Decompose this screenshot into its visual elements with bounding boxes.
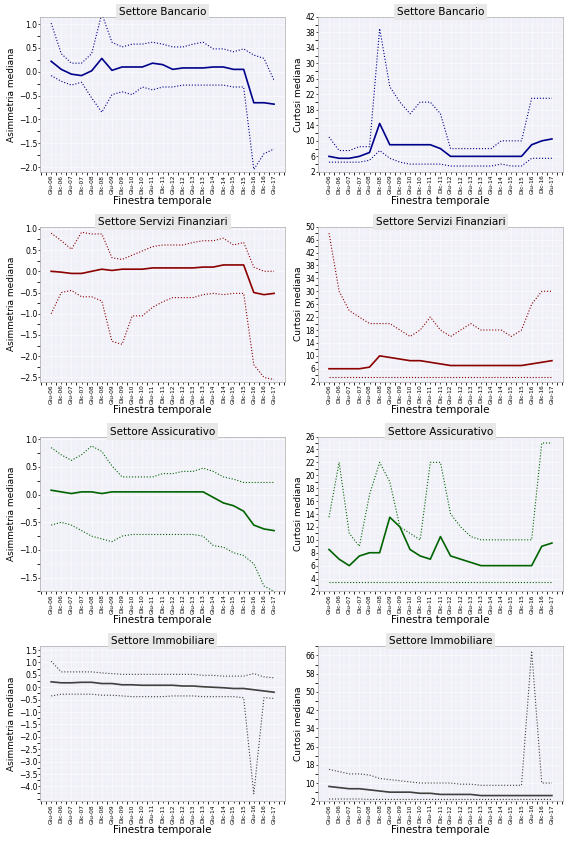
- X-axis label: Finestra temporale: Finestra temporale: [113, 616, 212, 626]
- X-axis label: Finestra temporale: Finestra temporale: [391, 825, 490, 835]
- Title: Settore Immobiliare: Settore Immobiliare: [111, 637, 214, 647]
- Y-axis label: Asimmetria mediana: Asimmetria mediana: [7, 257, 16, 351]
- X-axis label: Finestra temporale: Finestra temporale: [113, 195, 212, 205]
- Title: Settore Assicurativo: Settore Assicurativo: [388, 427, 493, 436]
- Y-axis label: Curtosi mediana: Curtosi mediana: [294, 267, 303, 342]
- X-axis label: Finestra temporale: Finestra temporale: [113, 825, 212, 835]
- Title: Settore Servizi Finanziari: Settore Servizi Finanziari: [98, 216, 227, 226]
- X-axis label: Finestra temporale: Finestra temporale: [391, 195, 490, 205]
- X-axis label: Finestra temporale: Finestra temporale: [113, 406, 212, 415]
- Y-axis label: Asimmetria mediana: Asimmetria mediana: [7, 466, 16, 562]
- Title: Settore Servizi Finanziari: Settore Servizi Finanziari: [376, 216, 505, 226]
- Title: Settore Bancario: Settore Bancario: [397, 7, 484, 17]
- X-axis label: Finestra temporale: Finestra temporale: [391, 406, 490, 415]
- Y-axis label: Curtosi mediana: Curtosi mediana: [294, 57, 303, 131]
- Y-axis label: Curtosi mediana: Curtosi mediana: [294, 477, 303, 552]
- Y-axis label: Asimmetria mediana: Asimmetria mediana: [7, 47, 16, 141]
- Title: Settore Assicurativo: Settore Assicurativo: [110, 427, 215, 436]
- Title: Settore Bancario: Settore Bancario: [119, 7, 206, 17]
- Y-axis label: Asimmetria mediana: Asimmetria mediana: [7, 677, 16, 771]
- Title: Settore Immobiliare: Settore Immobiliare: [389, 637, 492, 647]
- X-axis label: Finestra temporale: Finestra temporale: [391, 616, 490, 626]
- Y-axis label: Curtosi mediana: Curtosi mediana: [294, 686, 303, 761]
